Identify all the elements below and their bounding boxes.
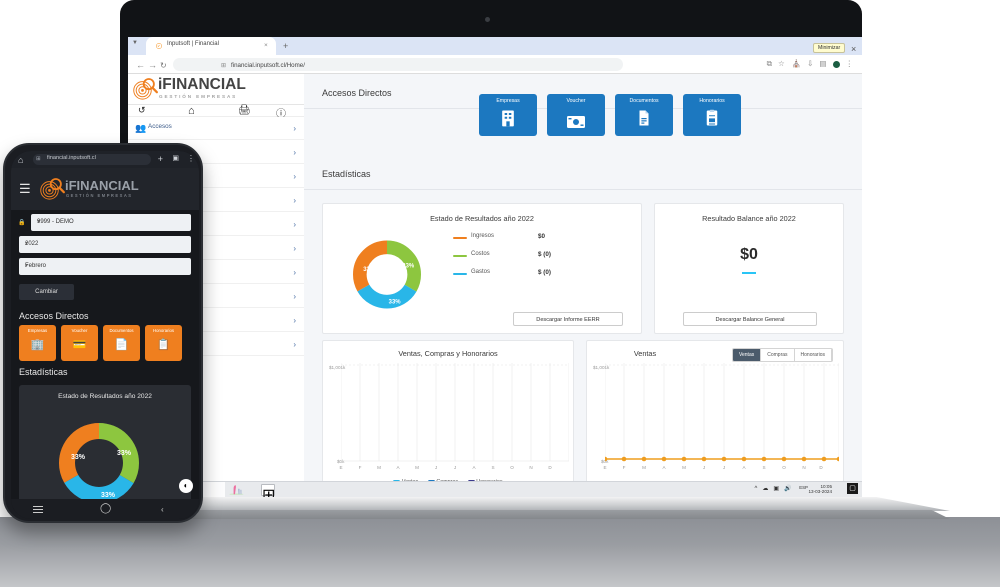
- svg-text:33%: 33%: [117, 450, 132, 457]
- svg-text:33%: 33%: [363, 267, 376, 273]
- svg-text:33%: 33%: [101, 492, 116, 499]
- svg-text:33%: 33%: [402, 264, 415, 270]
- svg-text:33%: 33%: [71, 454, 86, 461]
- svg-text:33%: 33%: [389, 299, 402, 305]
